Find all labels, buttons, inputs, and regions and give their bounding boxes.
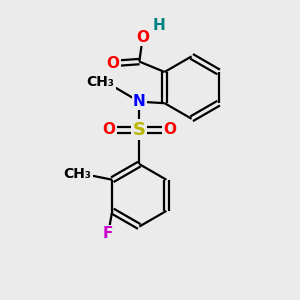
Text: CH₃: CH₃ xyxy=(64,167,92,181)
Text: O: O xyxy=(163,122,176,137)
Text: O: O xyxy=(107,56,120,70)
Text: O: O xyxy=(103,122,116,137)
Text: CH₃: CH₃ xyxy=(87,75,115,89)
Text: N: N xyxy=(133,94,146,109)
Text: H: H xyxy=(152,18,165,33)
Text: O: O xyxy=(136,30,149,45)
Text: F: F xyxy=(103,226,113,241)
Text: S: S xyxy=(133,121,146,139)
